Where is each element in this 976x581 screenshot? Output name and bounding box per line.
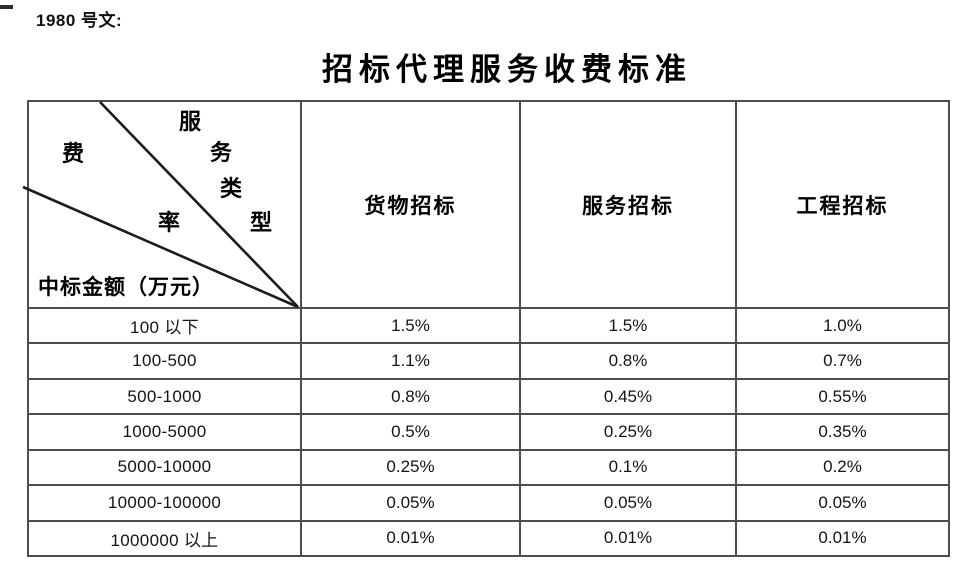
rate-cell: 0.25% (519, 413, 735, 449)
column-header-works: 工程招标 (735, 102, 948, 307)
doc-number-label: 1980 号文: (36, 11, 123, 30)
rate-cell: 0.8% (300, 377, 519, 414)
row-label-cell: 500-1000 (29, 377, 300, 413)
table-corner-cell: 服 务 类 型 费 率 中标金额（万元） (22, 101, 300, 309)
corner-service-type-char: 型 (250, 210, 273, 235)
rate-cell: 1.5% (519, 307, 735, 343)
column-header-goods: 货物招标 (300, 102, 519, 307)
fee-standard-table: 服 务 类 型 费 率 中标金额（万元） 货物招标 服务招标 工程招标 100 … (22, 100, 950, 557)
corner-fee-rate-char: 率 (158, 210, 181, 235)
row-label-cell: 10000-100000 (29, 484, 300, 519)
rate-cell: 0.1% (519, 448, 735, 485)
rate-cell: 0.2% (735, 448, 948, 485)
scan-artifact-mark (0, 5, 13, 9)
rate-cell: 0.01% (519, 519, 735, 555)
rate-cell: 0.45% (519, 377, 735, 414)
page-title: 招标代理服务收费标准 (322, 52, 692, 87)
rate-cell: 1.1% (300, 342, 519, 378)
rate-cell: 0.01% (300, 519, 519, 555)
corner-service-type-char: 服 (179, 109, 202, 134)
row-label-cell: 1000-5000 (29, 413, 300, 448)
rate-cell: 0.05% (300, 484, 519, 520)
rate-cell: 0.05% (735, 484, 948, 520)
rate-cell: 0.55% (735, 377, 948, 414)
rate-cell: 0.05% (519, 484, 735, 520)
rate-cell: 0.35% (735, 413, 948, 449)
column-header-services: 服务招标 (519, 102, 735, 307)
rate-cell: 0.8% (519, 342, 735, 378)
corner-fee-rate-char: 费 (62, 141, 85, 166)
rate-cell: 0.7% (735, 342, 948, 378)
row-label-cell: 1000000 以上 (29, 519, 300, 555)
row-label-cell: 5000-10000 (29, 448, 300, 484)
rate-cell: 0.25% (300, 448, 519, 485)
rate-cell: 1.5% (300, 307, 519, 343)
row-label-cell: 100-500 (29, 342, 300, 377)
corner-service-type-char: 务 (210, 140, 233, 165)
rate-cell: 0.01% (735, 519, 948, 555)
diagonal-divider-lines (22, 101, 299, 309)
corner-service-type-char: 类 (220, 176, 243, 201)
rate-cell: 0.5% (300, 413, 519, 449)
rate-cell: 1.0% (735, 307, 948, 343)
corner-amount-label: 中标金额（万元） (38, 275, 214, 299)
row-label-cell: 100 以下 (29, 307, 300, 342)
